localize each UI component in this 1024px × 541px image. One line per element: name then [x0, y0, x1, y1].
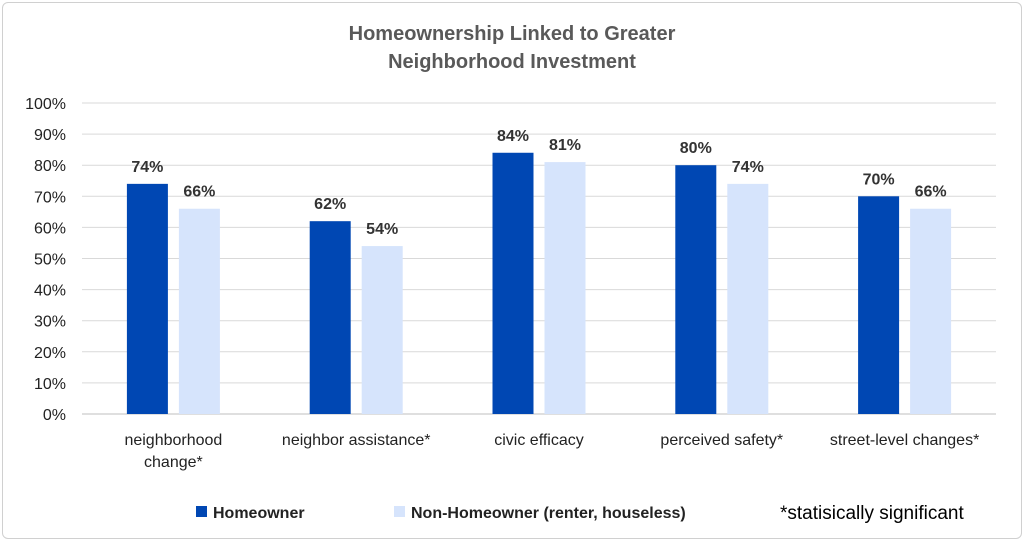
bars — [126, 152, 952, 414]
bar-homeowner — [492, 152, 534, 414]
x-axis-labels: neighborhood change* neighbor assistance* c… — [124, 432, 979, 471]
legend-label-homeowner: Homeowner — [213, 505, 305, 522]
data-label-non-homeowner: 66% — [183, 184, 215, 201]
data-label-homeowner: 62% — [314, 196, 346, 213]
data-labels: 74% 66% 62% 54% 84% 81% 80% 74% 70% 66% — [131, 128, 946, 238]
data-label-homeowner: 74% — [131, 159, 163, 176]
y-tick-label: 10% — [34, 376, 66, 393]
chart-title-line-1: Homeownership Linked to Greater — [349, 23, 676, 45]
bar-homeowner — [126, 183, 168, 414]
y-tick-label: 40% — [34, 283, 66, 300]
x-category-label: street-level changes* — [830, 432, 979, 449]
gridlines — [82, 102, 996, 415]
chart-title-line-2: Neighborhood Investment — [388, 51, 636, 73]
data-label-non-homeowner: 54% — [366, 221, 398, 238]
y-tick-label: 70% — [34, 189, 66, 206]
y-tick-label: 80% — [34, 158, 66, 175]
x-category-label: change* — [144, 454, 203, 471]
data-label-homeowner: 70% — [863, 171, 895, 188]
bar-homeowner — [858, 196, 900, 414]
bar-non-homeowner — [544, 162, 586, 414]
legend: Homeowner Non-Homeowner (renter, housele… — [196, 505, 686, 522]
legend-swatch-non-homeowner — [394, 506, 405, 517]
y-tick-label: 0% — [43, 407, 66, 424]
bar-non-homeowner — [727, 183, 769, 414]
bar-non-homeowner — [178, 208, 220, 414]
data-label-non-homeowner: 74% — [732, 159, 764, 176]
bar-non-homeowner — [910, 208, 952, 414]
y-tick-label: 30% — [34, 314, 66, 331]
y-tick-label: 60% — [34, 220, 66, 237]
data-label-non-homeowner: 66% — [915, 184, 947, 201]
data-label-homeowner: 84% — [497, 128, 529, 145]
data-label-homeowner: 80% — [680, 140, 712, 157]
y-axis-ticks: 0% 10% 20% 30% 40% 50% 60% 70% 80% 90% 100% — [25, 96, 66, 424]
x-category-label: perceived safety* — [660, 432, 783, 449]
y-tick-label: 90% — [34, 127, 66, 144]
footnote: *statisically significant — [780, 503, 964, 524]
bar-homeowner — [675, 165, 717, 414]
bar-homeowner — [309, 221, 351, 414]
y-tick-label: 50% — [34, 252, 66, 269]
y-tick-label: 20% — [34, 345, 66, 362]
bar-non-homeowner — [361, 246, 403, 414]
data-label-non-homeowner: 81% — [549, 137, 581, 154]
x-category-label: neighbor assistance* — [282, 432, 431, 449]
legend-label-non-homeowner: Non-Homeowner (renter, houseless) — [411, 505, 686, 522]
y-tick-label: 100% — [25, 96, 66, 113]
x-category-label: neighborhood — [124, 432, 222, 449]
x-category-label: civic efficacy — [494, 432, 584, 449]
legend-swatch-homeowner — [196, 506, 207, 517]
